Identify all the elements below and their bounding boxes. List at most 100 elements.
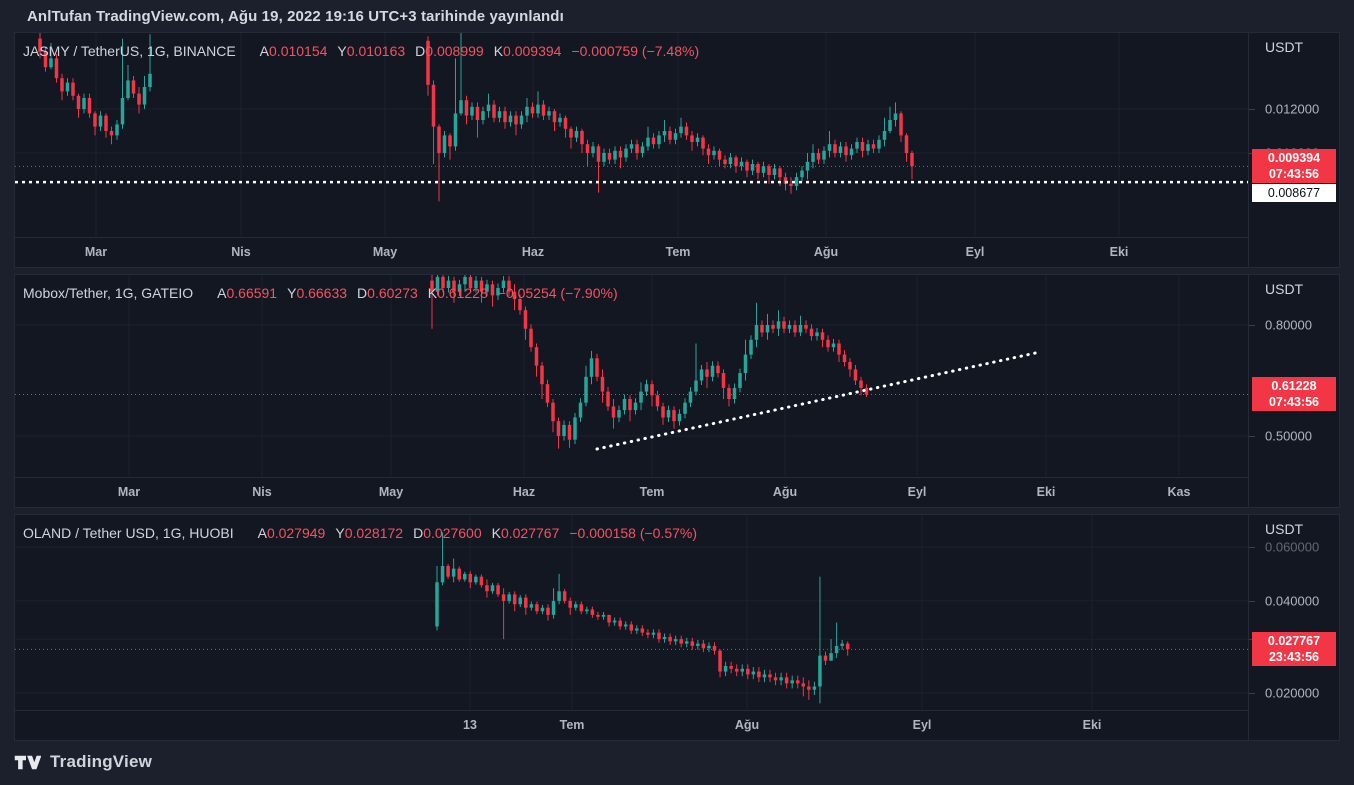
candle-body: [115, 124, 119, 136]
candle-body: [497, 111, 502, 118]
candlestick-plot[interactable]: OLAND / Tether USD, 1G, HUOBI A0.027949 Y0…: [15, 515, 1249, 710]
candle-body: [596, 614, 600, 617]
candle-body: [840, 643, 844, 646]
time-tick-label: Tem: [665, 245, 691, 259]
tradingview-footer-link[interactable]: TradingView: [14, 752, 152, 772]
candle-body: [584, 376, 588, 403]
candle-body: [49, 58, 53, 68]
candle-body: [104, 115, 108, 131]
candle-body: [464, 100, 469, 116]
plot-canvas[interactable]: [15, 33, 1249, 237]
candle-body: [607, 153, 612, 160]
last-price-value: 0.027767: [1267, 634, 1321, 649]
time-tick-label: Eyl: [912, 718, 932, 732]
publish-info: AnlTufan TradingView.com, Ağu 19, 2022 1…: [27, 8, 564, 25]
candle-body: [518, 299, 522, 311]
candle-body: [779, 677, 783, 681]
candle-body: [823, 655, 828, 661]
candle-body: [639, 391, 643, 403]
candlestick-plot[interactable]: JASMY / TetherUS, 1G, BINANCE A0.010154 Y0…: [15, 33, 1249, 237]
candle-body: [142, 87, 147, 105]
time-tick-label: Nis: [252, 485, 272, 499]
candle-body: [801, 683, 806, 687]
candle-body: [562, 591, 567, 601]
candle-body: [507, 594, 511, 601]
candle-body: [646, 632, 650, 635]
candle-body: [618, 620, 622, 627]
candle-body: [457, 284, 462, 292]
candle-body: [707, 645, 711, 649]
candle-body: [485, 585, 489, 592]
time-tick-label: Tem: [639, 485, 665, 499]
candle-body: [474, 280, 478, 288]
price-tick-label: 0.020000: [1265, 685, 1320, 701]
time-tick-label: Eki: [1036, 485, 1056, 499]
candle-body: [662, 131, 667, 136]
candle-body: [771, 325, 775, 329]
time-tick-label: May: [372, 245, 398, 259]
candle-body: [743, 354, 748, 374]
candle-body: [749, 339, 753, 355]
time-axis[interactable]: 13 Tem Ağu Eyl Eki: [15, 710, 1249, 740]
time-tick-label: Eyl: [907, 485, 927, 499]
candle-body: [827, 144, 832, 151]
candle-body: [712, 150, 716, 156]
candle-body: [71, 82, 75, 96]
candle-body: [732, 387, 737, 399]
price-axis[interactable]: USDT 0.80000 0.50000 0.61228 07:43:56: [1248, 275, 1339, 507]
candle-body: [746, 668, 750, 675]
candle-body: [699, 369, 704, 381]
chart-pane-oland: OLAND / Tether USD, 1G, HUOBI A0.027949 Y0…: [14, 514, 1340, 741]
candle-body: [65, 82, 70, 92]
candle-body: [762, 674, 767, 678]
candle-body: [668, 131, 672, 140]
candle-body: [822, 150, 826, 160]
time-tick-label: 13: [463, 718, 477, 732]
candle-body: [567, 424, 572, 440]
candle-body: [679, 126, 683, 134]
candle-body: [778, 168, 782, 178]
plot-canvas[interactable]: [15, 515, 1249, 710]
candle-body: [716, 365, 720, 374]
price-axis[interactable]: USDT 0.0600000.0400000.0300000.0200000.0…: [1248, 515, 1339, 740]
candlestick-plot[interactable]: Mobox/Tether, 1G, GATEIO A0.66591 Y0.66633…: [15, 275, 1249, 477]
candle-body: [657, 135, 661, 145]
candle-body: [859, 380, 863, 388]
candle-body: [43, 51, 48, 68]
candle-body: [864, 387, 869, 395]
candle-body: [628, 399, 632, 411]
candle-body: [442, 135, 447, 153]
candle-body: [690, 641, 695, 646]
candle-body: [486, 104, 491, 112]
candle-body: [729, 666, 733, 669]
candle-body: [750, 164, 755, 171]
candle-body: [525, 106, 529, 116]
time-axis[interactable]: Mar Nis May Haz Tem Ağu Eyl Eki: [15, 237, 1249, 267]
candle-body: [568, 600, 572, 608]
candle-body: [98, 115, 103, 127]
time-axis[interactable]: Mar Nis May Haz Tem Ağu Eyl Eki Kas: [15, 477, 1249, 507]
candle-body: [666, 410, 671, 418]
candle-body: [540, 365, 544, 385]
candle-body: [776, 321, 781, 329]
plot-canvas[interactable]: [15, 275, 1249, 477]
candle-body: [556, 421, 561, 436]
candle-body: [579, 604, 584, 612]
last-price-value: 0.009394: [1267, 151, 1321, 166]
price-tick-mark: [1249, 436, 1255, 437]
candle-body: [485, 284, 489, 292]
candle-body: [882, 131, 887, 140]
candle-body: [844, 146, 848, 156]
candle-body: [607, 614, 611, 623]
candle-body: [811, 153, 815, 162]
candle-body: [612, 620, 617, 623]
candle-body: [738, 373, 742, 388]
candle-body: [784, 677, 789, 684]
candle-body: [601, 614, 606, 617]
price-axis[interactable]: USDT 0.0120000.0100000.00939407:43:560.0…: [1248, 33, 1339, 267]
candle-body: [809, 328, 814, 337]
candle-body: [800, 170, 804, 178]
candle-body: [790, 680, 794, 684]
candle-body: [459, 100, 463, 114]
candle-body: [706, 148, 711, 156]
